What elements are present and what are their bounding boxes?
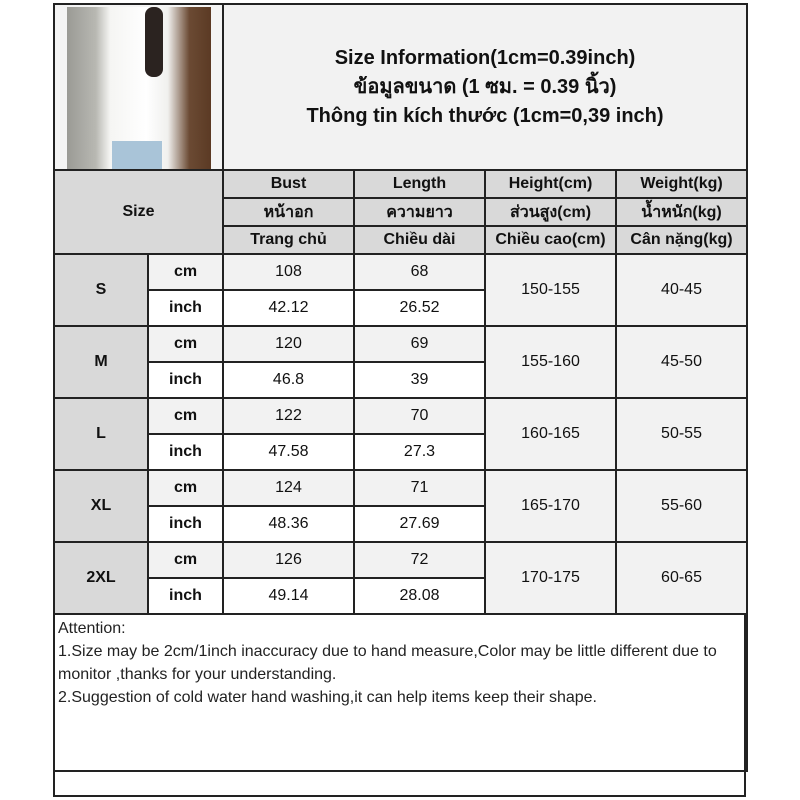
size-table: Size Information(1cm=0.39inch) ข้อมูลขนา… <box>52 3 749 772</box>
attention-notes: Attention: 1.Size may be 2cm/1inch inaccu… <box>52 613 749 772</box>
table-row-inch: inch 42.12 26.52 <box>54 289 747 327</box>
header-length-en: Length <box>353 169 486 199</box>
length-cm-value: 72 <box>353 541 486 579</box>
size-label: 2XL <box>53 541 149 615</box>
table-row-inch: inch 48.36 27.69 <box>54 505 747 543</box>
size-label: XL <box>53 469 149 543</box>
size-label: S <box>53 253 149 327</box>
table-row-cm: XL cm 124 71 165-170 55-60 <box>53 469 749 543</box>
bust-cm-value: 122 <box>222 397 355 435</box>
unit-cm-label: cm <box>147 397 224 435</box>
header-height-en: Height(cm) <box>484 169 617 199</box>
weight-range: 40-45 <box>614 253 749 327</box>
height-range: 155-160 <box>484 325 617 399</box>
length-inch-value: 27.69 <box>353 505 486 543</box>
unit-inch-label: inch <box>147 289 224 327</box>
size-label: M <box>53 325 149 399</box>
attention-heading: Attention: <box>58 620 126 637</box>
header-bust-th: หน้าอก <box>222 197 355 227</box>
header-weight-en: Weight(kg) <box>614 169 749 199</box>
header-weight-vi: Cân nặng(kg) <box>614 225 749 255</box>
attention-note: 1.Size may be 2cm/1inch inaccuracy due t… <box>58 643 717 683</box>
product-photo <box>53 3 224 171</box>
length-inch-value: 39 <box>353 361 486 399</box>
header-height-vi: Chiều cao(cm) <box>484 225 617 255</box>
size-chart: Size Information(1cm=0.39inch) ข้อมูลขนา… <box>52 3 749 797</box>
length-cm-value: 70 <box>353 397 486 435</box>
table-row-inch: inch 46.8 39 <box>54 361 747 399</box>
size-label: L <box>53 397 149 471</box>
size-header: Size <box>53 169 224 255</box>
height-range: 165-170 <box>484 469 617 543</box>
unit-cm-label: cm <box>147 325 224 363</box>
weight-range: 45-50 <box>614 325 749 399</box>
weight-range: 50-55 <box>614 397 749 471</box>
length-cm-value: 71 <box>353 469 486 507</box>
height-range: 170-175 <box>484 541 617 615</box>
length-inch-value: 28.08 <box>353 577 486 615</box>
bust-inch-value: 47.58 <box>222 433 355 471</box>
header-length-vi: Chiều dài <box>353 225 486 255</box>
header-height-th: ส่วนสูง(cm) <box>484 197 617 227</box>
bust-inch-value: 46.8 <box>222 361 355 399</box>
bust-inch-value: 48.36 <box>222 505 355 543</box>
weight-range: 60-65 <box>614 541 749 615</box>
title-vietnamese: Thông tin kích thước (1cm=0,39 inch) <box>306 104 664 127</box>
product-image <box>67 7 211 168</box>
unit-inch-label: inch <box>147 505 224 543</box>
length-inch-value: 26.52 <box>353 289 486 327</box>
bust-inch-value: 49.14 <box>222 577 355 615</box>
length-inch-value: 27.3 <box>353 433 486 471</box>
header-weight-th: น้ำหนัก(kg) <box>614 197 749 227</box>
bust-cm-value: 108 <box>222 253 355 291</box>
unit-inch-label: inch <box>147 361 224 399</box>
table-row-cm: 2XL cm 126 72 170-175 60-65 <box>53 541 749 615</box>
height-range: 150-155 <box>484 253 617 327</box>
title-thai: ข้อมูลขนาด (1 ซม. = 0.39 นิ้ว) <box>353 75 617 98</box>
header-bust-en: Bust <box>222 169 355 199</box>
bust-cm-value: 126 <box>222 541 355 579</box>
attention-note: 2.Suggestion of cold water hand washing,… <box>58 689 597 706</box>
unit-inch-label: inch <box>147 433 224 471</box>
length-cm-value: 69 <box>353 325 486 363</box>
title-block: Size Information(1cm=0.39inch) ข้อมูลขนา… <box>221 3 749 171</box>
unit-cm-label: cm <box>147 253 224 291</box>
header-bust-vi: Trang chủ <box>222 225 355 255</box>
bust-inch-value: 42.12 <box>222 289 355 327</box>
height-range: 160-165 <box>484 397 617 471</box>
length-cm-value: 68 <box>353 253 486 291</box>
table-row-inch: inch 49.14 28.08 <box>54 577 747 615</box>
unit-cm-label: cm <box>147 541 224 579</box>
weight-range: 55-60 <box>614 469 749 543</box>
bust-cm-value: 124 <box>222 469 355 507</box>
bust-cm-value: 120 <box>222 325 355 363</box>
unit-inch-label: inch <box>147 577 224 615</box>
unit-cm-label: cm <box>147 469 224 507</box>
table-row-inch: inch 47.58 27.3 <box>54 433 747 471</box>
header-length-th: ความยาว <box>353 197 486 227</box>
title-english: Size Information(1cm=0.39inch) <box>334 46 636 69</box>
